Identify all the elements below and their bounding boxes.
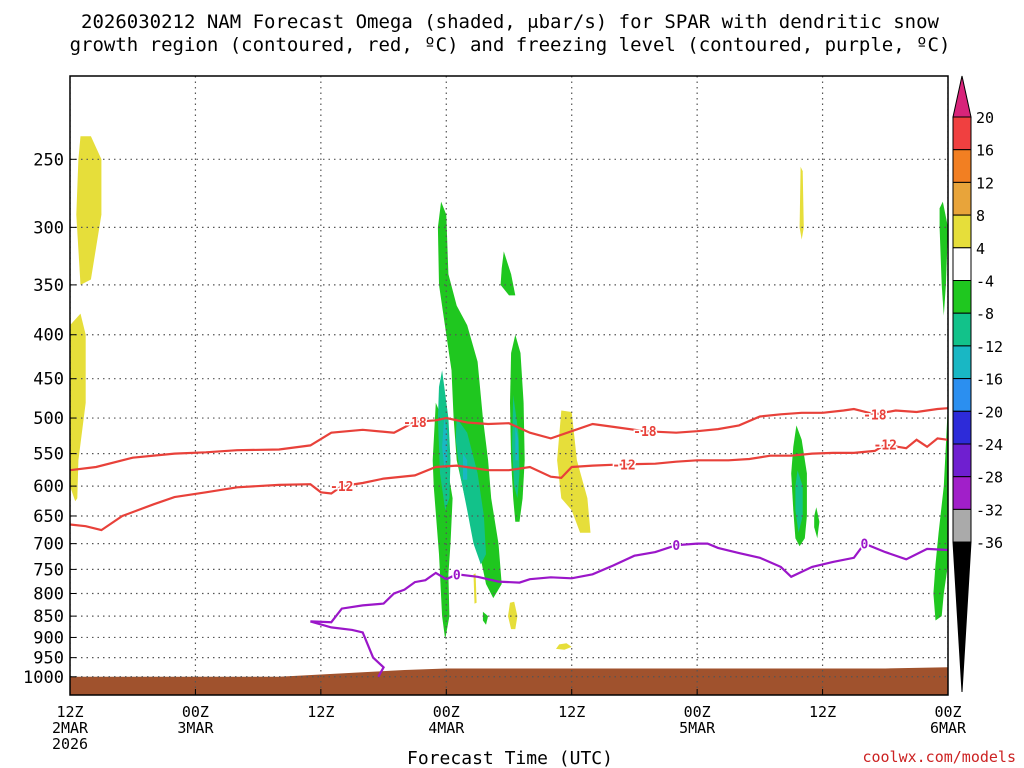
omega-region-14 [933, 402, 948, 621]
contour-label-2-0: 0 [453, 568, 461, 583]
colorbar-segment-8 [952, 345, 972, 380]
colorbar-label-3: 8 [976, 207, 985, 225]
colorbar-bottom-arrow [952, 541, 972, 693]
colorbar-segment-6 [952, 280, 972, 314]
contour-label-0-2: -18 [863, 408, 887, 423]
plot-frame [69, 75, 949, 696]
y-tick-label-650: 650 [33, 507, 64, 527]
x-tick-label-0-2: 2026 [52, 735, 88, 753]
contour-line-0 [70, 407, 948, 472]
colorbar-label-6: -8 [976, 305, 994, 323]
y-tick-label-750: 750 [33, 560, 64, 580]
contour-label-2-1: 0 [672, 539, 680, 554]
colorbar-label-11: -28 [976, 469, 1003, 487]
omega-region-9 [500, 251, 516, 296]
omega-region-0 [76, 136, 102, 285]
contour-line-2 [310, 542, 948, 624]
colorbar-segment-7 [952, 312, 972, 347]
chart-title-line2: growth region (contoured, red, ºC) and f… [70, 34, 951, 56]
colorbar-label-7: -12 [976, 338, 1003, 356]
colorbar-label-9: -20 [976, 403, 1003, 421]
y-tick-label-250: 250 [33, 150, 64, 170]
x-tick-label-48-0: 12Z [558, 703, 585, 721]
y-tick-label-500: 500 [33, 409, 64, 429]
colorbar-label-2: 12 [976, 174, 994, 192]
omega-region-1 [70, 313, 86, 502]
contour-line-1 [70, 437, 948, 532]
y-tick-label-300: 300 [33, 218, 64, 238]
colorbar-segment-13 [952, 508, 972, 543]
x-tick-label-0-1: 2MAR [52, 719, 89, 737]
y-tick-label-950: 950 [33, 649, 64, 669]
omega-region-22 [515, 425, 519, 461]
omega-region-12 [814, 507, 820, 539]
y-tick-label-400: 400 [33, 326, 64, 346]
plot-area: -18 -18 -18 -12 -12 -12 0 0 0 [70, 76, 948, 695]
omega-region-3 [508, 601, 518, 630]
x-tick-label-0-0: 12Z [56, 703, 83, 721]
x-tick-label-36-0: 00Z [433, 703, 460, 721]
terrain [70, 667, 948, 695]
contour-label-1-0: -12 [330, 480, 353, 495]
x-tick-label-12-0: 00Z [182, 703, 209, 721]
contour-label-1-1: -12 [612, 458, 635, 473]
omega-region-13 [939, 201, 948, 316]
y-tick-label-1000: 1000 [23, 668, 64, 688]
contour-label-0-0: -18 [403, 416, 427, 431]
y-tick-label-550: 550 [33, 445, 64, 465]
x-tick-label-60-1: 5MAR [679, 719, 716, 737]
omega-region-4 [556, 643, 572, 650]
omega-region-8 [432, 402, 453, 640]
colorbar-label-10: -24 [976, 436, 1003, 454]
x-tick-label-60-0: 00Z [684, 703, 711, 721]
contour-label-1-2: -12 [874, 439, 897, 454]
colorbar-label-1: 16 [976, 142, 994, 160]
colorbar-label-8: -16 [976, 371, 1003, 389]
omega-region-2 [557, 410, 591, 533]
colorbar-segment-2 [952, 149, 972, 183]
omega-region-6 [799, 166, 804, 240]
watermark: coolwx.com/models [862, 748, 1016, 766]
y-tick-label-850: 850 [33, 607, 64, 627]
x-tick-label-12-1: 3MAR [177, 719, 214, 737]
contour-label-2-2: 0 [860, 538, 868, 553]
x-tick-label-84-0: 00Z [934, 703, 961, 721]
y-tick-label-800: 800 [33, 584, 64, 604]
colorbar-segment-11 [952, 443, 972, 478]
colorbar-segment-4 [952, 214, 972, 249]
chart-title-line1: 2026030212 NAM Forecast Omega (shaded, μ… [81, 11, 939, 33]
y-tick-label-450: 450 [33, 370, 64, 390]
colorbar-segment-3 [952, 181, 972, 216]
omega-region-5 [473, 573, 477, 604]
colorbar-label-4: 4 [976, 240, 985, 258]
x-tick-label-36-1: 4MAR [428, 719, 465, 737]
colorbar-segment-5 [952, 247, 972, 282]
x-axis-label: Forecast Time (UTC) [407, 748, 613, 768]
contour-label-0-1: -18 [633, 425, 657, 440]
y-tick-label-900: 900 [33, 628, 64, 648]
omega-region-7 [437, 201, 502, 599]
plot-inner: -18 -18 -18 -12 -12 -12 0 0 0 [70, 76, 948, 695]
x-tick-label-24-0: 12Z [307, 703, 334, 721]
colorbar-label-5: -4 [976, 273, 994, 291]
y-tick-label-350: 350 [33, 276, 64, 296]
contour-line-3 [310, 620, 385, 678]
y-tick-label-700: 700 [33, 535, 64, 555]
colorbar-label-0: 20 [976, 109, 994, 127]
colorbar-label-12: -32 [976, 501, 1003, 519]
colorbar-segment-10 [952, 410, 972, 445]
colorbar-segment-9 [952, 378, 972, 412]
x-tick-label-84-1: 6MAR [930, 719, 967, 737]
axes: 2503003504004505005506006507007508008509… [23, 75, 967, 753]
omega-region-15 [482, 611, 489, 625]
x-tick-label-72-0: 12Z [809, 703, 836, 721]
colorbar: 20 16 12 8 4 -4 -8 -12 -16 -20 -24 -28 -32 -36 [952, 75, 1003, 693]
y-tick-label-600: 600 [33, 477, 64, 497]
colorbar-segment-1 [952, 116, 972, 151]
omega-region-20 [442, 418, 448, 467]
colorbar-label-13: -36 [976, 534, 1003, 552]
colorbar-segment-12 [952, 476, 972, 510]
